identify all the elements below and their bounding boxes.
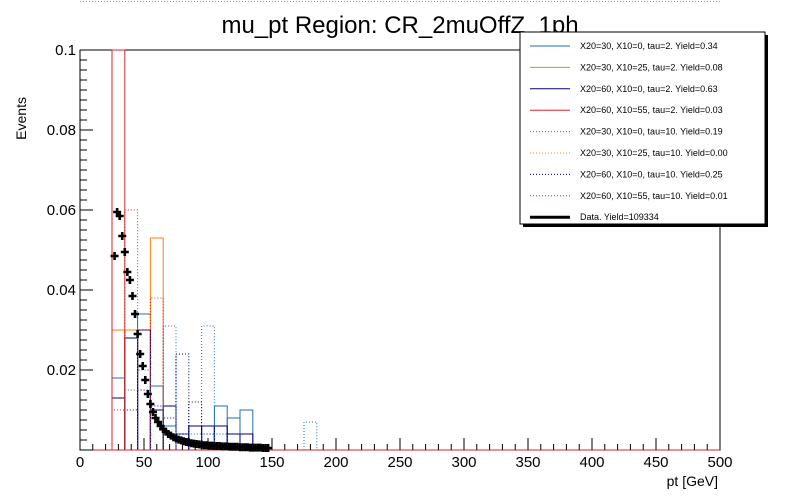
data-point bbox=[110, 252, 119, 260]
x-tick-label: 150 bbox=[259, 454, 284, 471]
series-0-bin-1 bbox=[124, 337, 139, 450]
series-3-bin-0 bbox=[111, 49, 126, 450]
data-point bbox=[136, 350, 145, 358]
series-7-bin-3 bbox=[149, 297, 164, 450]
data-points-layer bbox=[110, 208, 273, 452]
y-axis-label: Events bbox=[13, 97, 29, 140]
legend-label-0: X20=30, X10=0, tau=2. Yield=0.34 bbox=[580, 41, 718, 51]
data-point bbox=[123, 268, 132, 276]
y-tick-label: 0.04 bbox=[47, 282, 76, 299]
chart-title: mu_pt Region: CR_2muOffZ_1ph bbox=[221, 12, 578, 39]
series-2-bin-0 bbox=[111, 397, 126, 450]
series-4-bin-2 bbox=[149, 385, 164, 450]
x-tick-label: 450 bbox=[643, 454, 668, 471]
legend-label-6: X20=60, X10=0, tau=10. Yield=0.25 bbox=[580, 169, 723, 179]
x-tick-label: 200 bbox=[323, 454, 348, 471]
series-0-bin-10 bbox=[239, 409, 254, 450]
legend-label-2: X20=60, X10=0, tau=2. Yield=0.63 bbox=[580, 84, 718, 94]
legend: X20=30, X10=0, tau=2. Yield=0.34 X20=30, … bbox=[519, 31, 768, 227]
legend-box bbox=[519, 31, 766, 225]
series-0-bin-0 bbox=[111, 377, 126, 450]
series-2-bin-10 bbox=[239, 433, 254, 450]
y-tick-label: 0.06 bbox=[47, 202, 76, 219]
data-point bbox=[143, 390, 152, 398]
x-axis-label: pt [GeV] bbox=[667, 473, 718, 489]
x-tick-label: 350 bbox=[515, 454, 540, 471]
legend-entries: X20=30, X10=0, tau=2. Yield=0.34 X20=30, … bbox=[530, 41, 728, 222]
data-point bbox=[146, 400, 155, 408]
data-point bbox=[148, 408, 157, 416]
legend-label-7: X20=60, X10=55, tau=10. Yield=0.01 bbox=[580, 191, 728, 201]
y-tick-label: 0.02 bbox=[47, 362, 76, 379]
x-tick-label: 0 bbox=[76, 454, 84, 471]
data-point bbox=[115, 212, 124, 220]
legend-label-5: X20=30, X10=25, tau=10. Yield=0.00 bbox=[580, 148, 728, 158]
series-4-bin-6 bbox=[201, 325, 215, 450]
legend-label-1: X20=30, X10=25, tau=2. Yield=0.08 bbox=[580, 62, 723, 72]
data-point bbox=[128, 292, 137, 300]
series-4-bin-7 bbox=[213, 433, 228, 450]
legend-label-3: X20=60, X10=55, tau=2. Yield=0.03 bbox=[580, 105, 723, 115]
data-point bbox=[264, 444, 273, 452]
y-tick-label: 0.1 bbox=[55, 42, 76, 59]
series-2-bin-1 bbox=[124, 337, 139, 450]
series-6-bin-0 bbox=[124, 409, 139, 450]
y-tick-label: 0.08 bbox=[47, 122, 76, 139]
x-tick-label: 400 bbox=[579, 454, 604, 471]
series-7-bin-0 bbox=[111, 409, 126, 450]
data-point bbox=[141, 376, 150, 384]
axes-layer: 0 50 100 150 200 250 300 350 400 450 500 0.02 0.04 0.… bbox=[47, 42, 733, 471]
x-tick-label: 100 bbox=[195, 454, 220, 471]
data-point bbox=[133, 330, 142, 338]
x-tick-label: 300 bbox=[451, 454, 476, 471]
series-1-bin-0 bbox=[111, 329, 126, 450]
series-4-bin-0 bbox=[124, 389, 139, 450]
data-point bbox=[125, 276, 134, 284]
data-point bbox=[138, 362, 147, 370]
x-tick-label: 500 bbox=[707, 454, 732, 471]
data-point bbox=[118, 232, 127, 240]
legend-label-4: X20=30, X10=0, tau=10. Yield=0.19 bbox=[580, 127, 723, 137]
x-tick-label: 250 bbox=[387, 454, 412, 471]
series-4-bin-8 bbox=[303, 421, 318, 450]
x-tick-label: 50 bbox=[136, 454, 153, 471]
series-4-bin-3 bbox=[162, 325, 177, 450]
data-point bbox=[131, 310, 140, 318]
series-6-bin-5 bbox=[188, 401, 203, 450]
legend-label-8: Data. Yield=109334 bbox=[580, 212, 659, 222]
data-point bbox=[120, 248, 129, 256]
